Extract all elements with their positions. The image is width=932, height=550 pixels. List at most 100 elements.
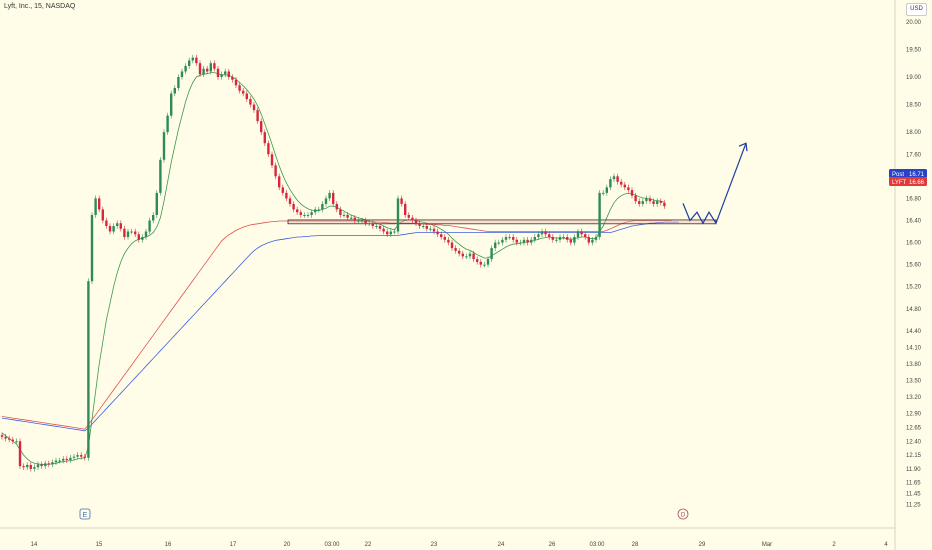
candle-body (152, 214, 155, 221)
candle-body (504, 237, 508, 240)
candle-body (206, 68, 209, 72)
candle-body (170, 93, 173, 116)
x-tick-label: 28 (632, 542, 639, 548)
candle-body (242, 90, 245, 94)
price-axis[interactable]: 20.0019.5019.0018.5018.0017.6017.2016.80… (906, 20, 922, 509)
candle-body (562, 237, 565, 239)
candle-body (238, 85, 241, 91)
candle-body (119, 223, 122, 229)
candle-body (40, 464, 43, 467)
candle-body (533, 237, 536, 240)
projection-arrow[interactable] (682, 142, 748, 225)
candle-body (4, 436, 7, 439)
candle-body (555, 239, 558, 241)
candle-body (465, 256, 468, 258)
x-tick-label: 4 (884, 542, 888, 548)
candle-body (414, 220, 418, 224)
time-axis[interactable]: 14 15 16 17 20 03:00 22 23 24 26 03:00 28 29 Mar 2 4 (31, 542, 889, 548)
x-tick-label: 16 (165, 542, 172, 548)
candle-body (90, 214, 94, 282)
candle-body (72, 456, 76, 458)
currency-button[interactable]: USD (906, 3, 927, 16)
candle-body (454, 248, 457, 251)
x-tick-label: 23 (431, 542, 438, 548)
candle-body (159, 159, 162, 193)
candle-body (155, 192, 158, 215)
candle-body (368, 223, 371, 225)
y-tick-label: 11.45 (906, 492, 921, 498)
candle-body (144, 231, 148, 238)
candle-body (508, 237, 511, 239)
candle-body (353, 217, 356, 221)
dividend-marker[interactable]: D (677, 508, 689, 520)
candle-body (101, 209, 104, 221)
support-zone-box[interactable] (287, 219, 717, 225)
candle-body (224, 71, 227, 75)
candle-body (404, 203, 407, 215)
y-tick-label: 11.90 (906, 467, 921, 473)
candles (0, 54, 666, 472)
candle-body (198, 63, 202, 75)
candle-body (389, 231, 392, 235)
y-tick-label: 18.00 (906, 130, 922, 136)
candle-body (440, 234, 443, 238)
candle-body (468, 253, 472, 257)
candle-body (137, 234, 140, 240)
earnings-marker[interactable]: E (79, 508, 91, 520)
support-zone-rect[interactable] (287, 219, 717, 225)
candle-body (22, 466, 25, 468)
candle-body (483, 264, 486, 266)
indicator-line-ma-2 (1, 221, 679, 432)
x-tick-label: 15 (96, 542, 103, 548)
candle-body (573, 237, 576, 243)
y-tick-label: 14.10 (906, 345, 922, 351)
candle-body (407, 214, 410, 218)
candle-body (623, 184, 626, 188)
candle-body (134, 231, 137, 235)
candle-body (274, 165, 277, 177)
candle-body (321, 203, 324, 210)
indicator-line-ma-1 (1, 220, 672, 430)
candle-body (648, 198, 652, 202)
candle-body (105, 220, 108, 227)
candle-body (598, 192, 601, 238)
candle-body (303, 214, 306, 216)
candle-body (123, 228, 126, 238)
candle-body (51, 462, 54, 465)
candle-body (202, 68, 205, 75)
y-tick-label: 16.00 (906, 241, 922, 247)
candle-body (288, 198, 292, 204)
candle-body (490, 248, 493, 260)
candle-body (436, 231, 439, 235)
candle-body (548, 234, 551, 238)
candle-body (519, 242, 522, 244)
candle-body (346, 214, 349, 218)
candle-body (18, 441, 22, 467)
candle-body (576, 231, 580, 238)
candle-body (292, 203, 295, 210)
candle-body (44, 463, 47, 467)
y-tick-label: 13.50 (906, 379, 922, 385)
candle-body (425, 226, 428, 229)
candle-body (314, 209, 317, 213)
candle-body (393, 231, 396, 233)
candle-body (432, 228, 436, 232)
candle-body (515, 239, 518, 243)
candle-body (296, 209, 299, 213)
candle-body (620, 181, 623, 185)
candle-body (310, 212, 313, 215)
candle-body (357, 220, 360, 222)
y-tick-label: 19.50 (906, 47, 922, 53)
candle-body (328, 192, 331, 199)
candle-body (332, 192, 335, 204)
candle-body (569, 239, 572, 243)
candle-body (267, 143, 270, 155)
candle-body (58, 460, 61, 462)
x-tick-label: 17 (230, 542, 237, 548)
candle-body (342, 214, 346, 216)
x-tick-label: Mar (762, 542, 772, 548)
candle-body (526, 239, 529, 243)
y-tick-label: 15.20 (906, 285, 922, 291)
